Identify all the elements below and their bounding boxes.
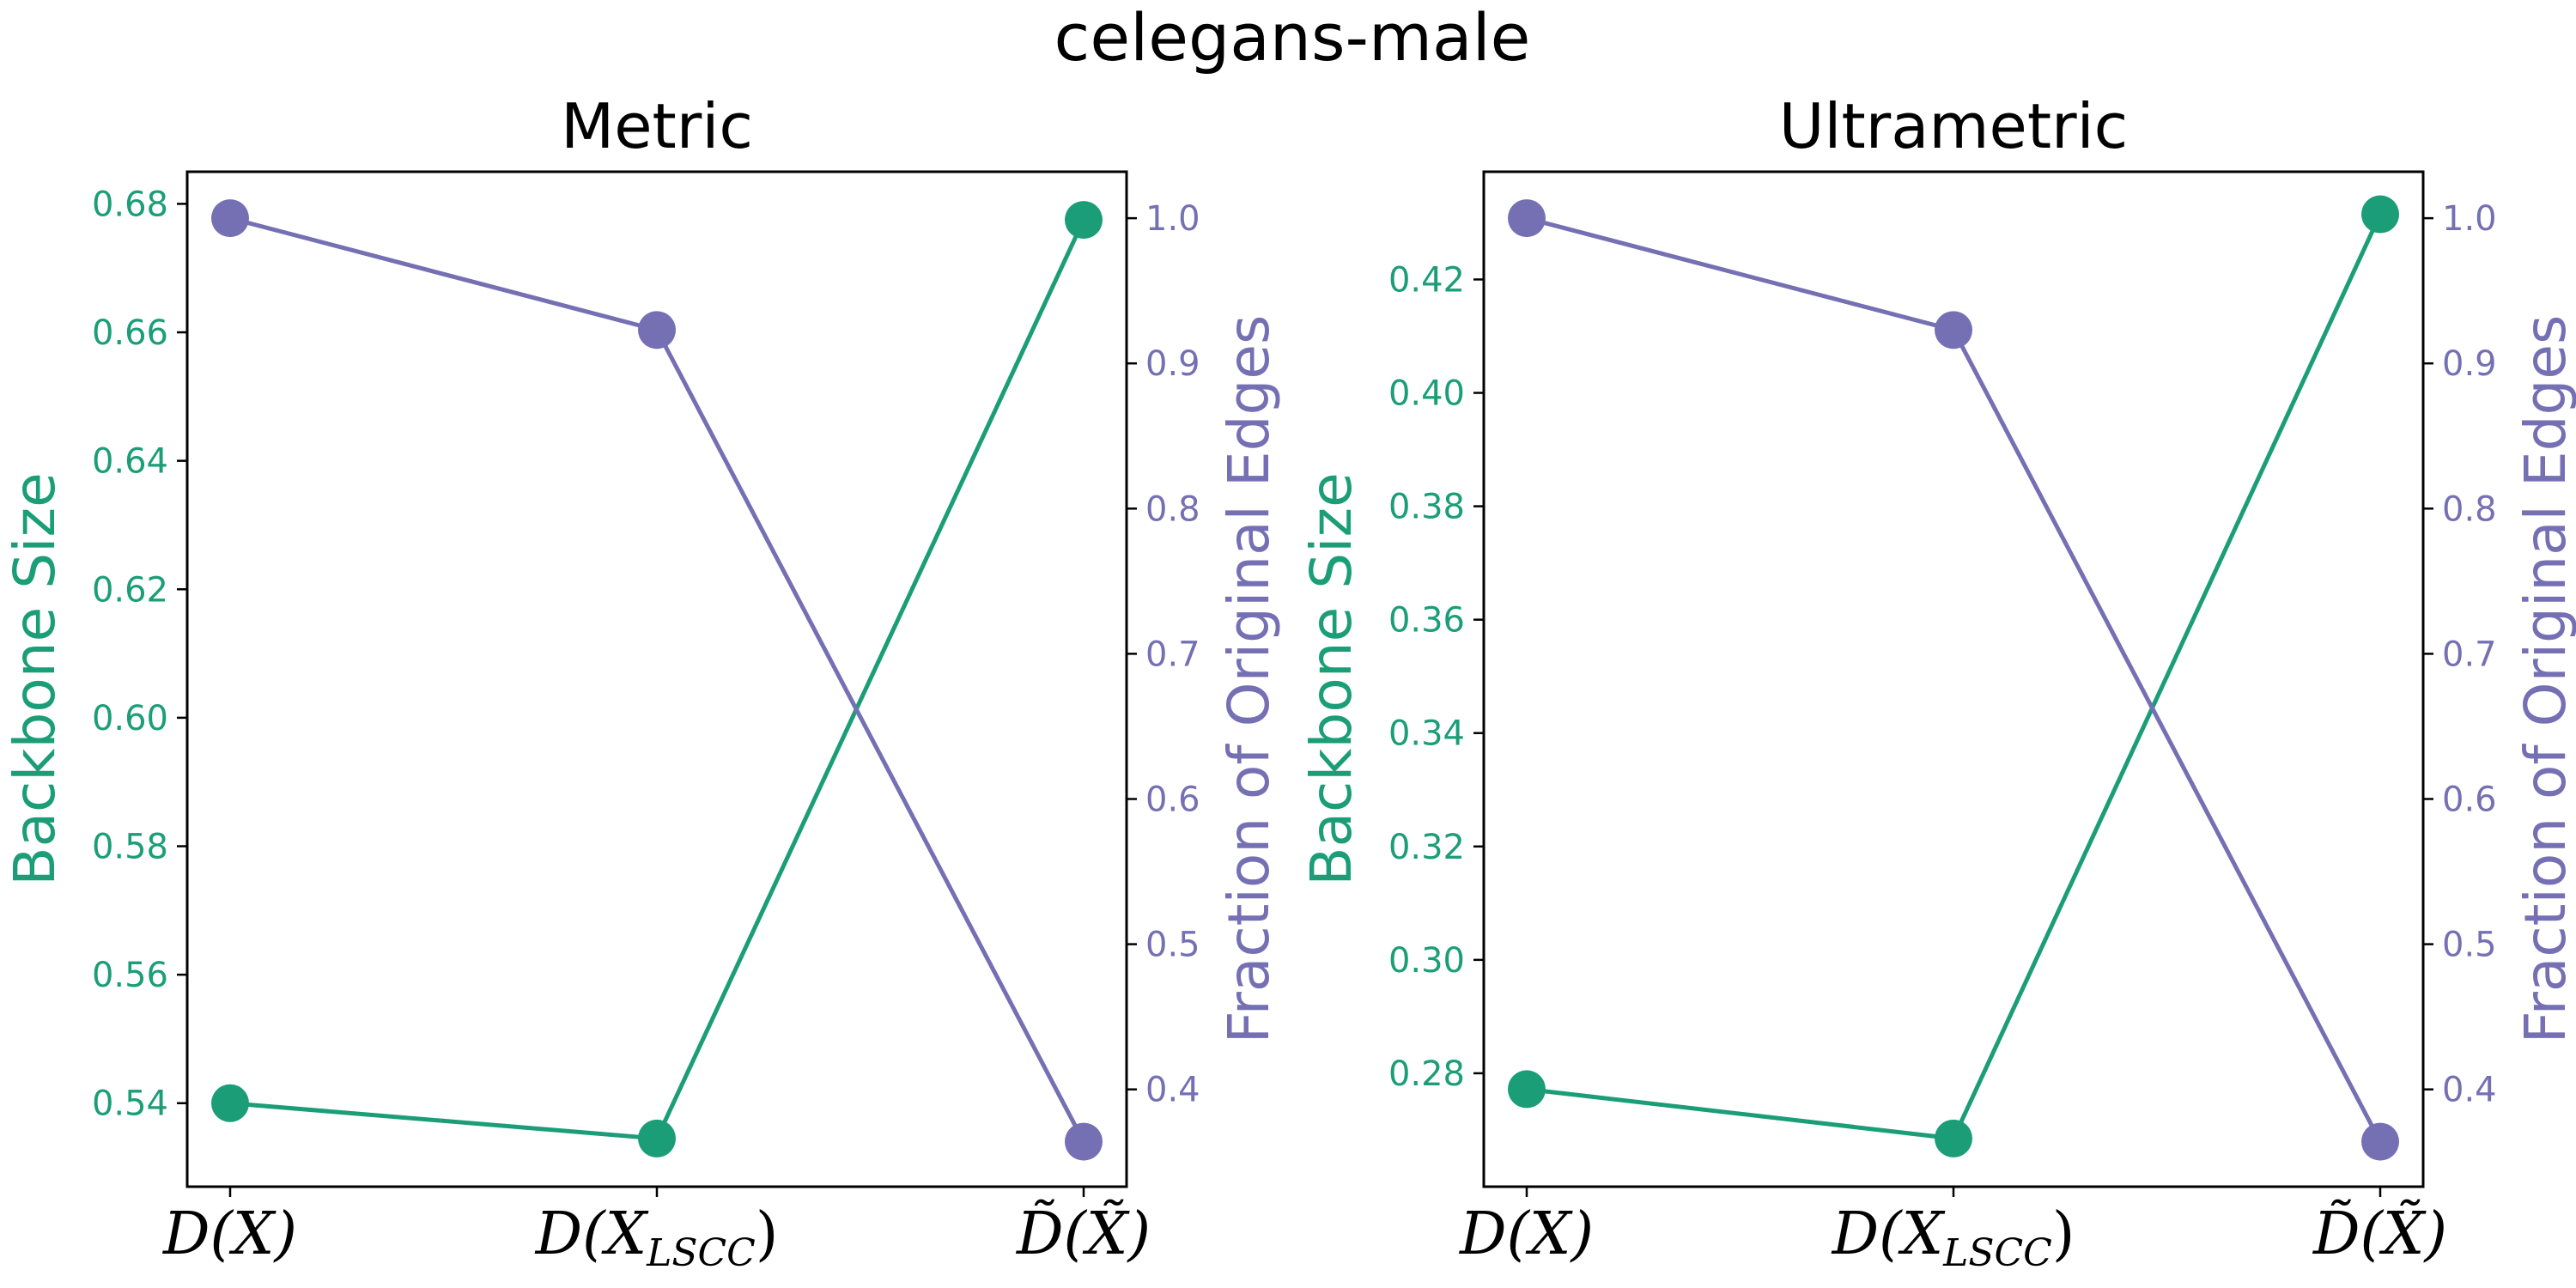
left-tick-label: 0.56 bbox=[92, 956, 168, 995]
data-point bbox=[211, 1084, 249, 1122]
data-point bbox=[2361, 195, 2399, 234]
left-tick-label: 0.38 bbox=[1388, 488, 1465, 527]
left-tick-label: 0.36 bbox=[1388, 601, 1465, 641]
data-point bbox=[638, 311, 676, 349]
y-axis-label-left: Backbone Size bbox=[1298, 472, 1364, 885]
data-point bbox=[1065, 201, 1103, 240]
data-point bbox=[1935, 1119, 1972, 1157]
right-tick-label: 1.0 bbox=[1145, 199, 1200, 239]
series-backbone-size bbox=[211, 201, 1103, 1157]
left-tick-label: 0.58 bbox=[92, 828, 168, 867]
series-fraction-original-edges bbox=[1508, 199, 2399, 1161]
right-tick-label: 0.4 bbox=[2442, 1071, 2497, 1110]
x-tick-label-main: D̃(X̃) bbox=[1015, 1200, 1151, 1268]
y-axis-label-right: Fraction of Original Edges bbox=[1216, 315, 1282, 1044]
right-tick-label: 0.7 bbox=[2442, 635, 2497, 674]
data-point bbox=[2361, 1122, 2399, 1161]
series-fraction-original-edges bbox=[211, 199, 1103, 1161]
data-point bbox=[1065, 1122, 1103, 1161]
left-tick-label: 0.68 bbox=[92, 185, 168, 224]
x-tick-label-main: D̃(X̃) bbox=[2312, 1200, 2447, 1268]
panel-ultrametric: Ultrametric 0.28 0.30 0.32 0.34 0.36 0.38 0.40 0… bbox=[1298, 90, 2576, 1275]
series-line bbox=[1526, 213, 2383, 1141]
x-tick-label: D̃(X̃) bbox=[2312, 1200, 2447, 1268]
x-tick-label: D(XLSCC) bbox=[1831, 1200, 2075, 1275]
right-tick-label: 0.8 bbox=[2442, 489, 2497, 529]
data-point bbox=[1508, 199, 1546, 238]
figure-title: celegans-male bbox=[1054, 0, 1531, 76]
right-tick-label: 0.5 bbox=[2442, 926, 2497, 965]
right-tick-label: 0.4 bbox=[1145, 1071, 1200, 1110]
series-line bbox=[229, 219, 1086, 1141]
left-tick-label: 0.32 bbox=[1388, 828, 1465, 867]
data-point bbox=[1935, 311, 1972, 349]
left-tick-label: 0.42 bbox=[1388, 260, 1465, 300]
panel-title: Metric bbox=[561, 90, 753, 162]
right-tick-label: 0.9 bbox=[2442, 344, 2497, 384]
x-tick-label: D(X) bbox=[161, 1200, 297, 1268]
left-tick-label: 0.30 bbox=[1388, 941, 1465, 981]
left-tick-label: 0.54 bbox=[92, 1084, 168, 1124]
y-axis-label-left: Backbone Size bbox=[2, 472, 68, 885]
right-tick-label: 0.7 bbox=[1145, 635, 1200, 674]
x-tick-label-main: D(X) bbox=[161, 1200, 297, 1268]
right-tick-label: 0.5 bbox=[1145, 926, 1200, 965]
left-tick-label: 0.62 bbox=[92, 570, 168, 610]
right-tick-label: 0.9 bbox=[1145, 344, 1200, 384]
x-tick-label-tail: ) bbox=[756, 1200, 779, 1268]
y-axis-label-right: Fraction of Original Edges bbox=[2512, 315, 2576, 1044]
panel-title: Ultrametric bbox=[1779, 90, 2129, 162]
left-tick-label: 0.34 bbox=[1388, 714, 1465, 754]
series-backbone-size bbox=[1508, 195, 2399, 1157]
series-line bbox=[229, 216, 1086, 1143]
right-tick-label: 1.0 bbox=[2442, 199, 2497, 239]
data-point bbox=[1508, 1070, 1546, 1109]
right-tick-label: 0.8 bbox=[1145, 489, 1200, 529]
x-tick-label-subscript: LSCC bbox=[1942, 1231, 2052, 1275]
left-tick-label: 0.60 bbox=[92, 699, 168, 738]
panel-metric: Metric 0.54 0.56 0.58 0.60 0.62 0.64 0.66 0.68 0.… bbox=[2, 90, 1282, 1275]
series-line bbox=[1526, 216, 2383, 1143]
data-point bbox=[211, 199, 249, 238]
left-tick-label: 0.64 bbox=[92, 442, 168, 482]
x-tick-label: D̃(X̃) bbox=[1015, 1200, 1151, 1268]
left-tick-label: 0.28 bbox=[1388, 1054, 1465, 1094]
left-tick-label: 0.66 bbox=[92, 313, 168, 353]
x-tick-label-tail: ) bbox=[2052, 1200, 2075, 1268]
x-tick-label-main: D(X bbox=[534, 1200, 649, 1268]
x-tick-label-subscript: LSCC bbox=[646, 1231, 756, 1275]
x-tick-label: D(X) bbox=[1458, 1200, 1594, 1268]
x-tick-label: D(XLSCC) bbox=[534, 1200, 779, 1275]
x-tick-label-main: D(X) bbox=[1458, 1200, 1594, 1268]
right-tick-label: 0.6 bbox=[2442, 781, 2497, 820]
data-point bbox=[638, 1119, 676, 1157]
right-tick-label: 0.6 bbox=[1145, 781, 1200, 820]
left-tick-label: 0.40 bbox=[1388, 374, 1465, 414]
x-tick-label-main: D(X bbox=[1831, 1200, 1946, 1268]
